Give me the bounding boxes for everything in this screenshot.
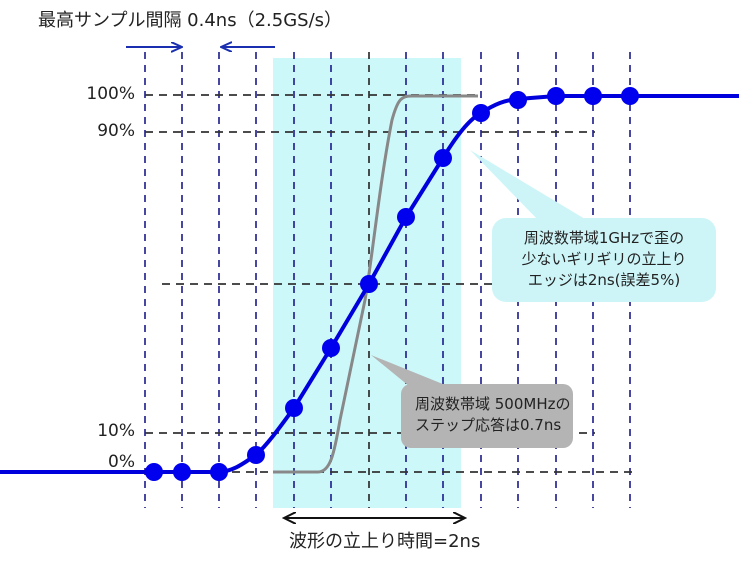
callout-1ghz-line: エッジは2ns(誤差5%) [527, 271, 681, 289]
y-label-10: 10% [97, 421, 135, 441]
sample-points [145, 87, 639, 481]
step-response-500mhz-curve [273, 94, 478, 474]
y-label-100: 100% [86, 84, 135, 104]
chart-title: 最高サンプル間隔 0.4ns（2.5GS/s） [38, 10, 343, 31]
callout-1ghz-line: 少ないギリギリの立上り [521, 250, 687, 268]
callout-500mhz-line: ステップ応答は0.7ns [415, 416, 562, 434]
callout-1ghz-box [492, 218, 716, 302]
rise-time-label: 波形の立上り時間=2ns [289, 531, 481, 552]
sampled-edge-curve [0, 94, 739, 474]
callout-1ghz-text: 周波数帯域1GHzで歪の 少ないギリギリの立上り エッジは2ns(誤差5%) [492, 228, 716, 291]
callout-500mhz-text: 周波数帯域 500MHzの ステップ応答は0.7ns [401, 394, 573, 436]
callout-1ghz-line: 周波数帯域1GHzで歪の [523, 229, 685, 247]
callout-500mhz-box [401, 384, 573, 448]
y-label-90: 90% [97, 121, 135, 141]
y-label-0: 0% [108, 452, 135, 472]
callout-500mhz-line: 周波数帯域 500MHzの [415, 395, 571, 413]
callout-1ghz-pointer [470, 150, 590, 222]
